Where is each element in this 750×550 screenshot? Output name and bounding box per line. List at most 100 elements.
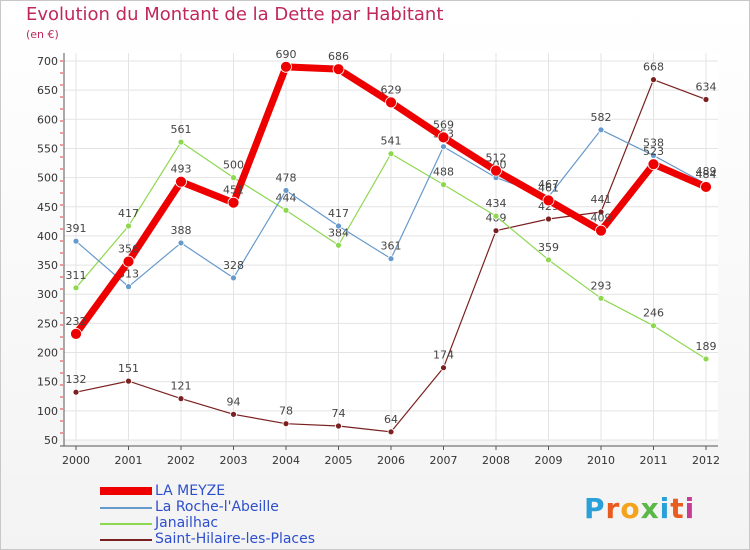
data-label-la-meyze-2012: 484 <box>696 168 717 181</box>
point-saint-hilaire-les-places-2006 <box>387 428 395 436</box>
data-label-saint-hilaire-les-places-2003: 94 <box>227 395 241 408</box>
point-la-roche-l-abeille-2003 <box>230 274 237 282</box>
point-la-meyze-2004 <box>280 60 292 73</box>
point-la-roche-l-abeille-2004 <box>282 187 290 194</box>
y-tick-label-400: 400 <box>37 230 58 243</box>
point-saint-hilaire-les-places-2007 <box>440 364 447 372</box>
x-tick-label-2009: 2009 <box>535 454 563 467</box>
data-label-janailhac-2007: 488 <box>433 166 454 179</box>
data-label-la-roche-l-abeille-2006: 361 <box>381 240 402 253</box>
point-janailhac-2001 <box>125 222 132 230</box>
x-tick-label-2012: 2012 <box>692 454 720 467</box>
data-label-janailhac-2000: 311 <box>66 269 87 282</box>
data-label-la-roche-l-abeille-2005: 417 <box>328 207 349 220</box>
y-tick-label-250: 250 <box>37 317 58 330</box>
data-label-janailhac-2001: 417 <box>118 207 139 220</box>
data-label-janailhac-2008: 434 <box>486 197 507 210</box>
point-la-meyze-2006 <box>385 96 397 109</box>
point-janailhac-2005 <box>335 241 342 249</box>
point-la-roche-l-abeille-2005 <box>335 222 342 230</box>
x-tick-label-2007: 2007 <box>430 454 458 467</box>
data-label-saint-hilaire-les-places-2004: 78 <box>279 405 293 418</box>
legend-swatch-janailhac <box>100 523 152 525</box>
data-label-la-roche-l-abeille-2011: 538 <box>643 136 664 149</box>
data-label-janailhac-2010: 293 <box>591 279 612 292</box>
point-janailhac-2000 <box>72 284 80 292</box>
data-label-la-roche-l-abeille-2010: 582 <box>591 111 612 124</box>
chart-title: Evolution du Montant de la Dette par Hab… <box>26 4 444 25</box>
x-tick-label-2002: 2002 <box>167 454 195 467</box>
legend-swatch-la-meyze <box>100 487 152 495</box>
data-label-la-roche-l-abeille-2003: 328 <box>223 259 244 272</box>
data-label-la-meyze-2007: 569 <box>433 118 454 131</box>
data-label-la-meyze-2003: 451 <box>223 184 244 197</box>
point-la-meyze-2011 <box>647 158 660 171</box>
point-la-roche-l-abeille-2010 <box>597 126 605 134</box>
x-tick-label-2004: 2004 <box>272 454 300 467</box>
data-label-saint-hilaire-les-places-2007: 174 <box>433 349 454 362</box>
point-janailhac-2006 <box>387 150 395 158</box>
legend-label-janailhac: Janailhac <box>155 515 219 531</box>
data-label-la-meyze-2002: 493 <box>171 163 192 176</box>
data-label-janailhac-2011: 246 <box>643 307 664 320</box>
point-la-meyze-2001 <box>122 255 135 268</box>
x-tick-label-2010: 2010 <box>587 454 615 467</box>
chart-subtitle: (en €) <box>26 28 59 41</box>
point-saint-hilaire-les-places-2000 <box>72 388 80 396</box>
point-la-meyze-2008 <box>490 164 502 177</box>
data-label-saint-hilaire-les-places-2000: 132 <box>66 373 87 386</box>
data-label-la-meyze-2001: 356 <box>118 243 139 256</box>
point-janailhac-2004 <box>282 206 290 214</box>
x-tick-label-2003: 2003 <box>220 454 248 467</box>
y-tick-label-700: 700 <box>37 55 58 68</box>
point-saint-hilaire-les-places-2012 <box>702 96 710 103</box>
data-label-janailhac-2003: 500 <box>223 159 244 172</box>
point-janailhac-2008 <box>492 212 500 220</box>
point-saint-hilaire-les-places-2008 <box>492 227 500 235</box>
data-label-la-meyze-2009: 461 <box>538 181 559 194</box>
data-label-la-meyze-2006: 629 <box>381 83 402 96</box>
legend-label-la-meyze: LA MEYZE <box>155 483 226 499</box>
point-la-roche-l-abeille-2006 <box>387 255 395 263</box>
point-la-roche-l-abeille-2000 <box>72 237 80 245</box>
data-label-la-meyze-2008: 512 <box>486 152 507 165</box>
y-tick-label-150: 150 <box>37 376 58 389</box>
point-janailhac-2010 <box>597 294 605 302</box>
data-label-saint-hilaire-les-places-2002: 121 <box>171 380 192 393</box>
legend-label-saint-hilaire: Saint-Hilaire-les-Places <box>155 531 316 547</box>
point-janailhac-2011 <box>650 322 657 330</box>
data-label-la-roche-l-abeille-2002: 388 <box>171 224 192 237</box>
point-la-meyze-2010 <box>595 224 607 237</box>
point-la-meyze-2012 <box>700 181 712 193</box>
data-label-saint-hilaire-les-places-2010: 441 <box>591 193 612 206</box>
point-saint-hilaire-les-places-2001 <box>125 377 132 385</box>
point-saint-hilaire-les-places-2002 <box>177 395 185 403</box>
point-la-roche-l-abeille-2007 <box>440 143 447 151</box>
data-label-la-meyze-2010: 409 <box>591 212 612 225</box>
data-label-saint-hilaire-les-places-2001: 151 <box>118 362 139 375</box>
point-saint-hilaire-les-places-2010 <box>597 208 605 216</box>
x-tick-label-2008: 2008 <box>482 454 510 467</box>
point-la-roche-l-abeille-2002 <box>177 239 185 247</box>
point-saint-hilaire-les-places-2003 <box>230 410 237 418</box>
point-la-roche-l-abeille-2001 <box>125 283 132 291</box>
data-label-la-meyze-2000: 232 <box>66 315 87 328</box>
data-label-saint-hilaire-les-places-2012: 634 <box>696 80 717 93</box>
data-label-la-roche-l-abeille-2009: 467 <box>538 178 559 191</box>
data-label-la-roche-l-abeille-2000: 391 <box>66 222 87 235</box>
proxiti-logo: Proxiti <box>584 492 696 525</box>
x-tick-label-2006: 2006 <box>377 454 405 467</box>
point-janailhac-2003 <box>230 174 237 182</box>
point-janailhac-2012 <box>702 355 710 363</box>
x-tick-label-2000: 2000 <box>62 454 90 467</box>
data-label-la-meyze-2005: 686 <box>328 50 349 63</box>
data-label-la-roche-l-abeille-2004: 478 <box>276 171 297 184</box>
point-janailhac-2009 <box>545 256 552 264</box>
point-la-meyze-2000 <box>70 327 82 340</box>
x-tick-label-2005: 2005 <box>325 454 353 467</box>
data-label-la-roche-l-abeille-2012: 489 <box>696 165 717 178</box>
x-tick-label-2011: 2011 <box>640 454 668 467</box>
y-tick-label-50: 50 <box>44 434 58 447</box>
point-la-meyze-2002 <box>175 175 187 188</box>
